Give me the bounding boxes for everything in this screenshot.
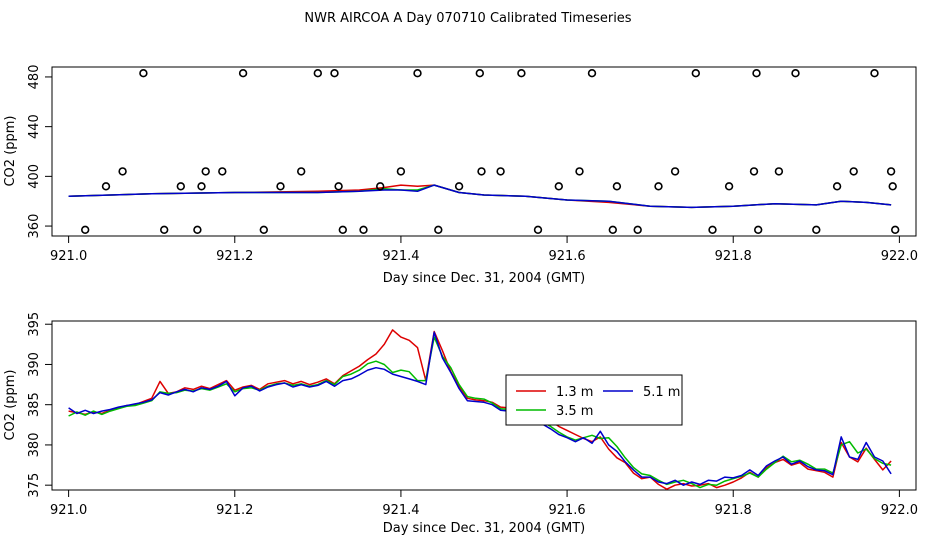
calibration-point [849, 167, 858, 176]
calibration-point [297, 167, 306, 176]
calibration-point [338, 225, 347, 235]
top-y-axis: 360 400 440 480 [27, 65, 52, 239]
calibration-point [238, 68, 248, 78]
bottom-y-tick-label: 380 [27, 433, 42, 458]
bottom-series-3-5m [68, 336, 892, 489]
legend-label-1-3m: 1.3 m [556, 385, 593, 400]
bottom-x-tick-label: 922.0 [881, 503, 918, 518]
calibration-point [475, 68, 484, 78]
calibration-point [691, 68, 700, 78]
calibration-point [201, 167, 210, 176]
top-calibration-markers [80, 68, 900, 235]
top-y-tick-label: 360 [27, 214, 42, 239]
legend-box [505, 374, 683, 426]
calibration-point [654, 182, 663, 191]
calibration-point [496, 167, 505, 176]
top-y-tick-label: 440 [27, 114, 42, 139]
calibration-point [276, 182, 285, 191]
calibration-point [334, 182, 343, 191]
calibration-point [587, 68, 597, 78]
calibration-point [633, 225, 642, 235]
bottom-series-5-1m [68, 331, 892, 486]
calibration-point [533, 225, 543, 235]
calibration-point [753, 225, 763, 235]
calibration-point [197, 182, 206, 191]
calibration-point [774, 167, 784, 176]
top-x-tick-label: 921.8 [715, 249, 752, 264]
bottom-y-tick-label: 390 [27, 352, 42, 377]
calibration-point [330, 68, 339, 78]
top-series-lines [68, 184, 892, 209]
calibration-point [313, 68, 322, 78]
top-x-tick-label: 921.0 [50, 249, 87, 264]
calibration-point [80, 225, 90, 235]
top-plot-frame [51, 66, 917, 237]
calibration-point [118, 167, 127, 176]
top-panel: 921.0 921.2 921.4 921.6 921.8 922.0 360 400 440… [3, 65, 918, 286]
top-x-tick-label: 921.2 [216, 249, 253, 264]
top-x-axis: 921.0 921.2 921.4 921.6 921.8 922.0 [50, 236, 918, 264]
calibration-point [554, 182, 563, 191]
top-x-tick-label: 922.0 [881, 249, 918, 264]
top-x-axis-label: Day since Dec. 31, 2004 (GMT) [383, 271, 586, 286]
top-x-tick-label: 921.4 [382, 249, 419, 264]
bottom-y-tick-label: 385 [27, 392, 42, 417]
bottom-x-axis: 921.0 921.2 921.4 921.6 921.8 922.0 [50, 490, 918, 518]
bottom-plot-frame [51, 320, 917, 491]
bottom-series-lines [68, 329, 892, 490]
calibration-point [890, 225, 900, 235]
bottom-x-tick-label: 921.0 [50, 503, 87, 518]
calibration-point [376, 182, 385, 191]
calibration-point [477, 167, 486, 176]
calibration-point [752, 68, 761, 78]
bottom-y-tick-label: 375 [27, 473, 42, 498]
calibration-point [359, 225, 368, 235]
calibration-point [434, 225, 443, 235]
calibration-point [176, 182, 186, 191]
calibration-point [886, 167, 896, 176]
calibration-point [139, 68, 148, 78]
bottom-y-tick-label: 395 [27, 312, 42, 337]
calibration-point [870, 68, 879, 78]
calibration-point [612, 182, 622, 191]
top-y-axis-label: CO2 (ppm) [3, 115, 18, 186]
figure-title: NWR AIRCOA A Day 070710 Calibrated Times… [304, 11, 631, 26]
calibration-point [517, 68, 526, 78]
calibration-point [832, 182, 842, 191]
calibration-point [575, 167, 584, 176]
calibration-point [749, 167, 759, 176]
top-series-5-1m [68, 184, 892, 209]
calibration-point [791, 68, 800, 78]
bottom-x-tick-label: 921.6 [548, 503, 585, 518]
calibration-point [454, 182, 464, 191]
calibration-point [160, 225, 169, 235]
calibration-point [218, 167, 227, 176]
calibration-point [259, 225, 268, 235]
bottom-panel: 921.0 921.2 921.4 921.6 921.8 922.0 375 380 385… [3, 312, 918, 536]
calibration-point [812, 225, 821, 235]
legend-label-5-1m: 5.1 m [643, 385, 680, 400]
calibration-point [724, 182, 734, 191]
calibration-point [888, 182, 897, 191]
top-y-tick-label: 400 [27, 164, 42, 189]
bottom-x-axis-label: Day since Dec. 31, 2004 (GMT) [383, 521, 586, 536]
bottom-x-tick-label: 921.4 [382, 503, 419, 518]
bottom-x-tick-label: 921.8 [715, 503, 752, 518]
top-y-tick-label: 480 [27, 65, 42, 90]
calibration-point [670, 167, 680, 176]
calibration-point [193, 225, 202, 235]
calibration-point [101, 182, 111, 191]
bottom-x-tick-label: 921.2 [216, 503, 253, 518]
calibration-point [608, 225, 617, 235]
legend: 1.3 m 5.1 m 3.5 m [505, 374, 683, 426]
bottom-y-axis: 375 380 385 390 395 [27, 312, 52, 498]
top-x-tick-label: 921.6 [548, 249, 585, 264]
calibration-point [708, 225, 717, 235]
calibration-point [413, 68, 422, 78]
legend-label-3-5m: 3.5 m [556, 404, 593, 419]
calibration-point [396, 167, 406, 176]
bottom-y-axis-label: CO2 (ppm) [3, 369, 18, 440]
